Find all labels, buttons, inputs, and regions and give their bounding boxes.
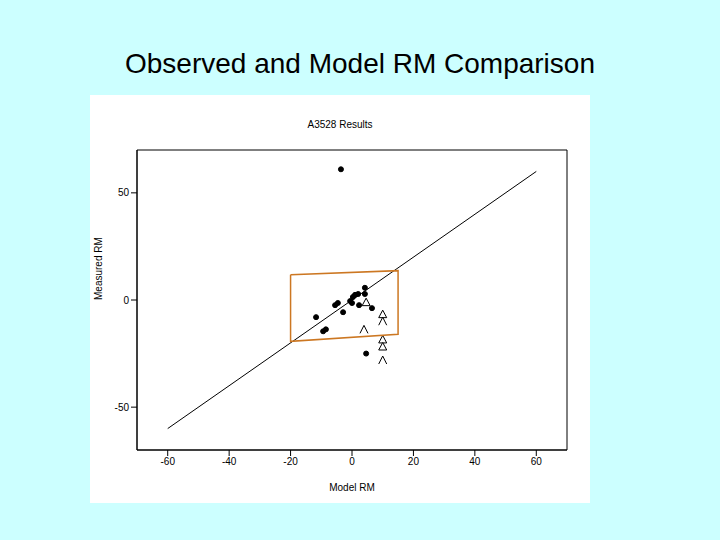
- svg-text:40: 40: [469, 456, 481, 467]
- svg-text:50: 50: [118, 187, 130, 198]
- svg-text:60: 60: [531, 456, 543, 467]
- svg-text:0: 0: [123, 295, 129, 306]
- svg-text:Model RM: Model RM: [329, 482, 375, 493]
- svg-text:-20: -20: [283, 456, 298, 467]
- svg-text:-50: -50: [115, 402, 130, 413]
- svg-text:0: 0: [349, 456, 355, 467]
- svg-text:-60: -60: [160, 456, 175, 467]
- svg-text:20: 20: [408, 456, 420, 467]
- svg-text:-40: -40: [222, 456, 237, 467]
- html-text:A3528 Results: A3528 Results: [307, 119, 373, 130]
- svg-text:Measured RM: Measured RM: [93, 237, 104, 300]
- html-text:Observed and Model RM Comparis: Observed and Model RM Comparison: [125, 48, 595, 79]
